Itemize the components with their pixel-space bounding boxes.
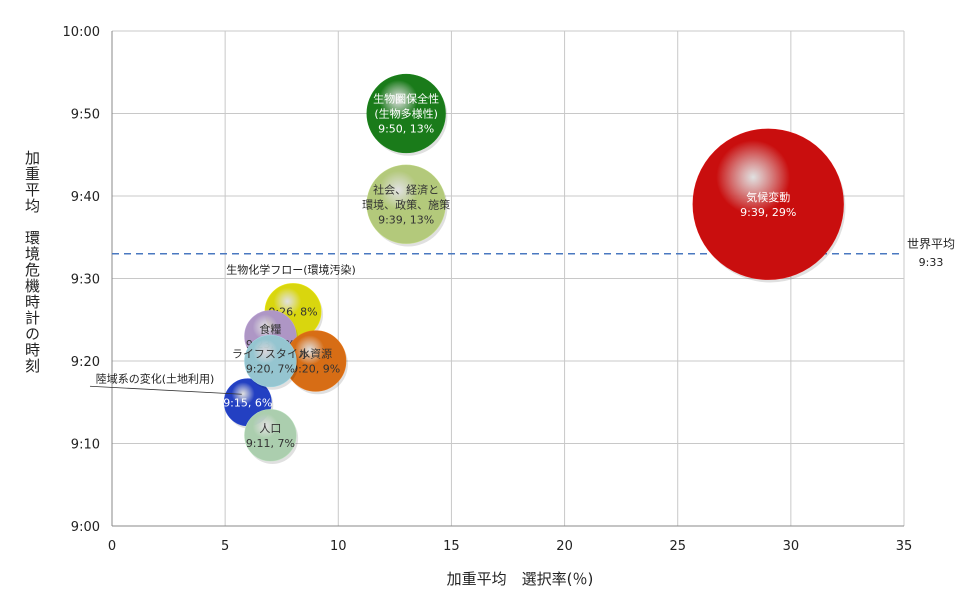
bubble-label: (生物多様性) — [374, 107, 438, 121]
bubble — [244, 409, 297, 462]
bubble-depth — [244, 409, 297, 461]
bubble-label: 人口 — [259, 422, 281, 435]
bubble-label: 生物圏保全性 — [373, 92, 439, 106]
x-tick-label: 5 — [221, 539, 229, 554]
bubble-depth — [366, 74, 446, 153]
y-tick-label: 10:00 — [63, 25, 100, 40]
bubble-depth — [366, 165, 446, 244]
y-tick-label: 9:00 — [71, 520, 100, 535]
bubble-outside-label: 陸域系の変化(土地利用) — [96, 371, 215, 385]
bubble-label: 気候変動 — [746, 190, 790, 204]
x-tick-label: 10 — [330, 539, 347, 554]
x-axis-label: 加重平均 選択率(％) — [446, 570, 594, 588]
x-tick-label: 20 — [556, 539, 573, 554]
y-axis-label: 加重平均 環境危機時計の時刻 — [23, 150, 41, 374]
bubble-label: 水資源 — [299, 347, 332, 361]
bubble-label: ライフスタイル — [232, 348, 309, 361]
bubble-value-label: 9:11, 7% — [246, 437, 295, 450]
y-tick-label: 9:40 — [71, 190, 100, 205]
bubble-value-label: 9:20, 7% — [246, 363, 295, 376]
bubble-depth — [244, 335, 297, 387]
x-tick-label: 35 — [896, 539, 913, 554]
bubble-value-label: 9:15, 6% — [223, 396, 272, 409]
bubble-value-label: 9:39, 29% — [740, 206, 796, 219]
x-axis-ticks: 0 5 10 15 20 25 30 35 — [108, 539, 912, 554]
world-average-value: 9:33 — [919, 256, 944, 269]
leader-line — [89, 385, 242, 395]
bubble — [244, 334, 297, 388]
bubble — [366, 164, 446, 244]
bubble-value-label: 9:50, 13% — [378, 123, 434, 136]
bubble-label: 環境、政策、施策 — [362, 197, 450, 211]
y-axis-ticks: 9:00 9:10 9:20 9:30 9:40 9:50 10:00 — [63, 25, 100, 535]
y-tick-label: 9:50 — [71, 108, 100, 123]
bubbles-group: 気候変動 9:39, 29% 生物圏保全性(生物多様性) 9:50, 13% 社会、経済… — [89, 73, 846, 464]
bubble-label: 食糧 — [259, 322, 281, 336]
y-tick-label: 9:20 — [71, 355, 100, 370]
world-average-label: 世界平均 — [907, 237, 955, 251]
bubble-label: 社会、経済と — [373, 182, 439, 196]
bubble — [692, 128, 844, 280]
bubble — [366, 73, 446, 154]
bubble-depth — [692, 129, 844, 280]
bubble-value-label: 9:20, 9% — [291, 363, 340, 376]
x-tick-label: 0 — [108, 539, 116, 554]
x-tick-label: 25 — [669, 539, 686, 554]
x-tick-label: 15 — [443, 539, 460, 554]
x-tick-label: 30 — [783, 539, 800, 554]
y-tick-label: 9:10 — [71, 438, 100, 453]
y-tick-label: 9:30 — [71, 273, 100, 288]
bubble-value-label: 9:39, 13% — [378, 213, 434, 226]
bubble-depth — [285, 330, 346, 392]
bubble-outside-label: 生物化学フロー(環境汚染) — [226, 263, 356, 277]
